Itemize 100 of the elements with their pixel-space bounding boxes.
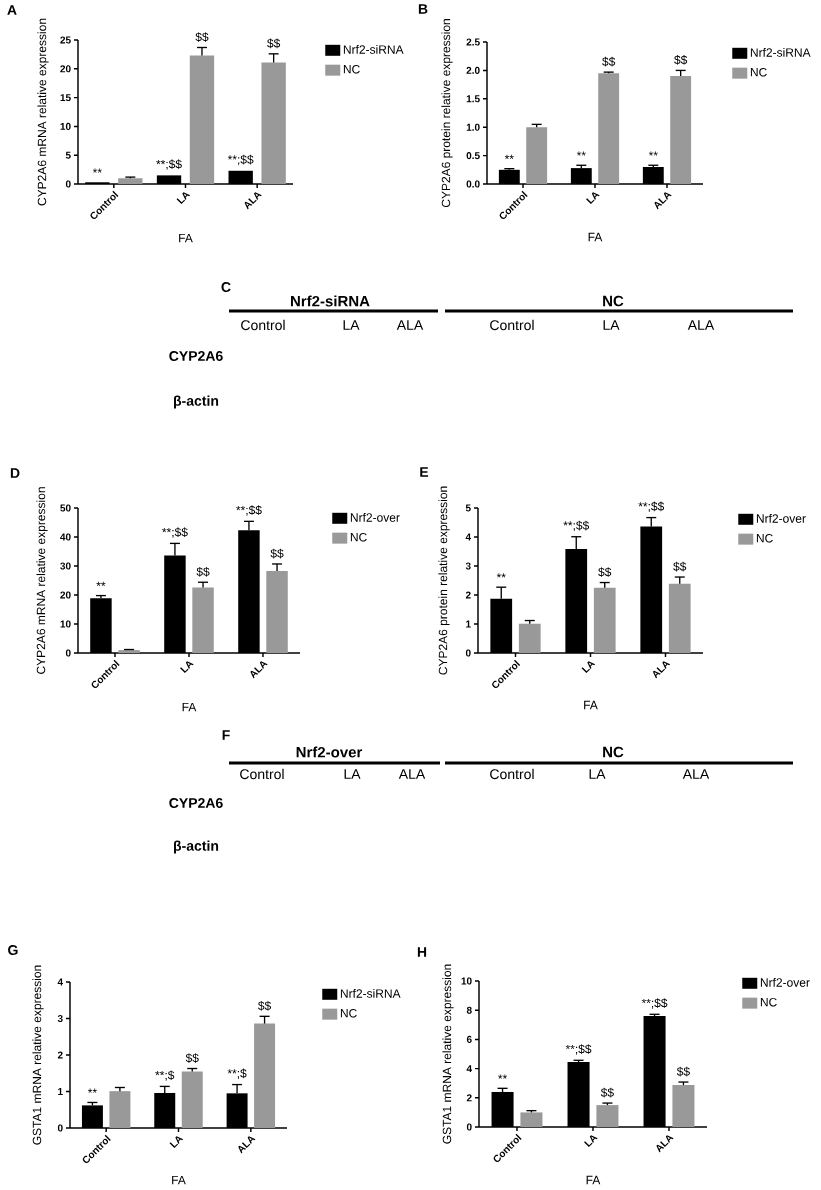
- x-tick-label: LA: [586, 192, 600, 205]
- data-label: $$: [673, 561, 687, 572]
- y-tick-label: 2: [466, 1094, 472, 1102]
- data-label: **: [496, 573, 506, 578]
- y-tick-label: 1.5: [466, 95, 480, 103]
- legend-label: Nrf2-siRNA: [750, 47, 811, 57]
- x-axis-title: FA: [179, 233, 193, 243]
- y-tick-label: 0: [65, 649, 71, 657]
- y-tick-label: 0: [466, 1123, 472, 1131]
- y-axis-title: CYP2A6 protein relative expression: [438, 486, 450, 675]
- text: C: [221, 282, 231, 292]
- chart-title: H: [417, 947, 427, 957]
- y-tick-label: 5: [65, 151, 71, 159]
- text: CYP2A6: [169, 351, 223, 361]
- y-tick-label: 20: [60, 65, 71, 73]
- y-tick-label: 3: [465, 562, 471, 570]
- text: ALA: [682, 769, 710, 779]
- x-tick-label: ALA: [652, 661, 671, 679]
- chart-title: A: [7, 5, 17, 15]
- text: LA: [603, 320, 620, 330]
- data-label: **;$$: [162, 527, 188, 538]
- legend-label: Nrf2-siRNA: [340, 988, 401, 998]
- x-tick-label: LA: [584, 1135, 598, 1148]
- y-tick-label: 8: [466, 1006, 472, 1014]
- bar: [670, 76, 692, 185]
- text: NC: [603, 295, 624, 307]
- text: Control: [241, 319, 285, 331]
- y-tick-label: 0: [465, 649, 471, 657]
- bar: [598, 73, 620, 185]
- y-tick-label: 0: [57, 1124, 63, 1132]
- bar: [668, 583, 691, 654]
- text: F: [222, 730, 230, 740]
- data-label: **: [498, 1074, 508, 1079]
- x-axis-title: FA: [584, 700, 598, 710]
- bar: [518, 623, 541, 654]
- text: ALA: [396, 320, 424, 330]
- x-axis-title: FA: [586, 1175, 601, 1185]
- y-tick-label: 4: [465, 533, 471, 541]
- data-label: **: [92, 168, 102, 173]
- text: LA: [343, 320, 360, 330]
- legend-label: NC: [340, 1008, 357, 1018]
- bar: [261, 62, 286, 185]
- data-label: **: [504, 154, 514, 160]
- text: Nrf2-over: [296, 746, 363, 758]
- data-label: $$: [674, 55, 688, 65]
- y-tick-label: 30: [60, 562, 71, 570]
- chart-title: G: [8, 945, 18, 955]
- bar: [596, 1105, 619, 1128]
- bar: [118, 650, 140, 654]
- text: β-actin: [174, 395, 219, 409]
- data-label: **;$$: [641, 998, 668, 1009]
- y-tick-label: 10: [60, 122, 71, 130]
- bar: [192, 587, 214, 654]
- y-tick-label: 2: [465, 591, 471, 599]
- data-label: **: [96, 581, 106, 586]
- data-label: **: [87, 1088, 97, 1093]
- text: LA: [344, 769, 361, 779]
- legend-label: NC: [343, 64, 360, 74]
- legend-label: Nrf2-over: [350, 512, 400, 522]
- bar: [266, 570, 288, 654]
- bar: [520, 1112, 543, 1128]
- bar: [189, 55, 215, 185]
- data-label: $$: [267, 38, 281, 49]
- legend-label: NC: [760, 997, 777, 1007]
- y-axis-title: CYP2A6 mRNA relative expression: [36, 487, 48, 674]
- text: NC: [603, 746, 624, 758]
- bar: [118, 178, 143, 185]
- x-tick-label: LA: [169, 1136, 184, 1149]
- data-label: $$: [185, 1053, 199, 1063]
- bar: [672, 1085, 695, 1128]
- y-tick-label: 40: [60, 533, 71, 541]
- data-label: **: [576, 151, 586, 156]
- chart-title: E: [420, 467, 429, 477]
- text: ALA: [687, 320, 715, 330]
- y-tick-label: 25: [60, 36, 71, 44]
- chart-title: B: [418, 4, 428, 14]
- x-axis-title: FA: [588, 232, 603, 242]
- data-label: **;$$: [156, 159, 182, 170]
- text: CYP2A6: [169, 798, 223, 808]
- y-tick-label: 0.5: [466, 152, 480, 160]
- y-tick-label: 4: [466, 1065, 472, 1073]
- y-tick-label: 15: [60, 94, 71, 102]
- y-tick-label: 0.0: [466, 180, 480, 188]
- y-tick-label: 0: [65, 180, 71, 188]
- x-tick-label: LA: [176, 192, 191, 205]
- y-axis-title: GSTA1 mRNA relative expression: [32, 965, 44, 1145]
- y-tick-label: 1.0: [466, 123, 480, 131]
- text: LA: [589, 769, 606, 779]
- text: ALA: [398, 769, 426, 779]
- x-axis-title: FA: [182, 702, 197, 712]
- y-tick-label: 2.5: [466, 38, 480, 46]
- x-tick-label: LA: [180, 661, 194, 674]
- legend-label: NC: [756, 533, 773, 543]
- y-tick-label: 1: [466, 620, 471, 628]
- x-tick-label: LA: [581, 661, 596, 674]
- y-tick-label: 50: [60, 504, 71, 512]
- data-label: **;$: [155, 1070, 175, 1081]
- legend-label: NC: [750, 67, 767, 77]
- y-axis-title: GSTA1 mRNA relative expression: [442, 964, 454, 1144]
- bar: [181, 1071, 203, 1129]
